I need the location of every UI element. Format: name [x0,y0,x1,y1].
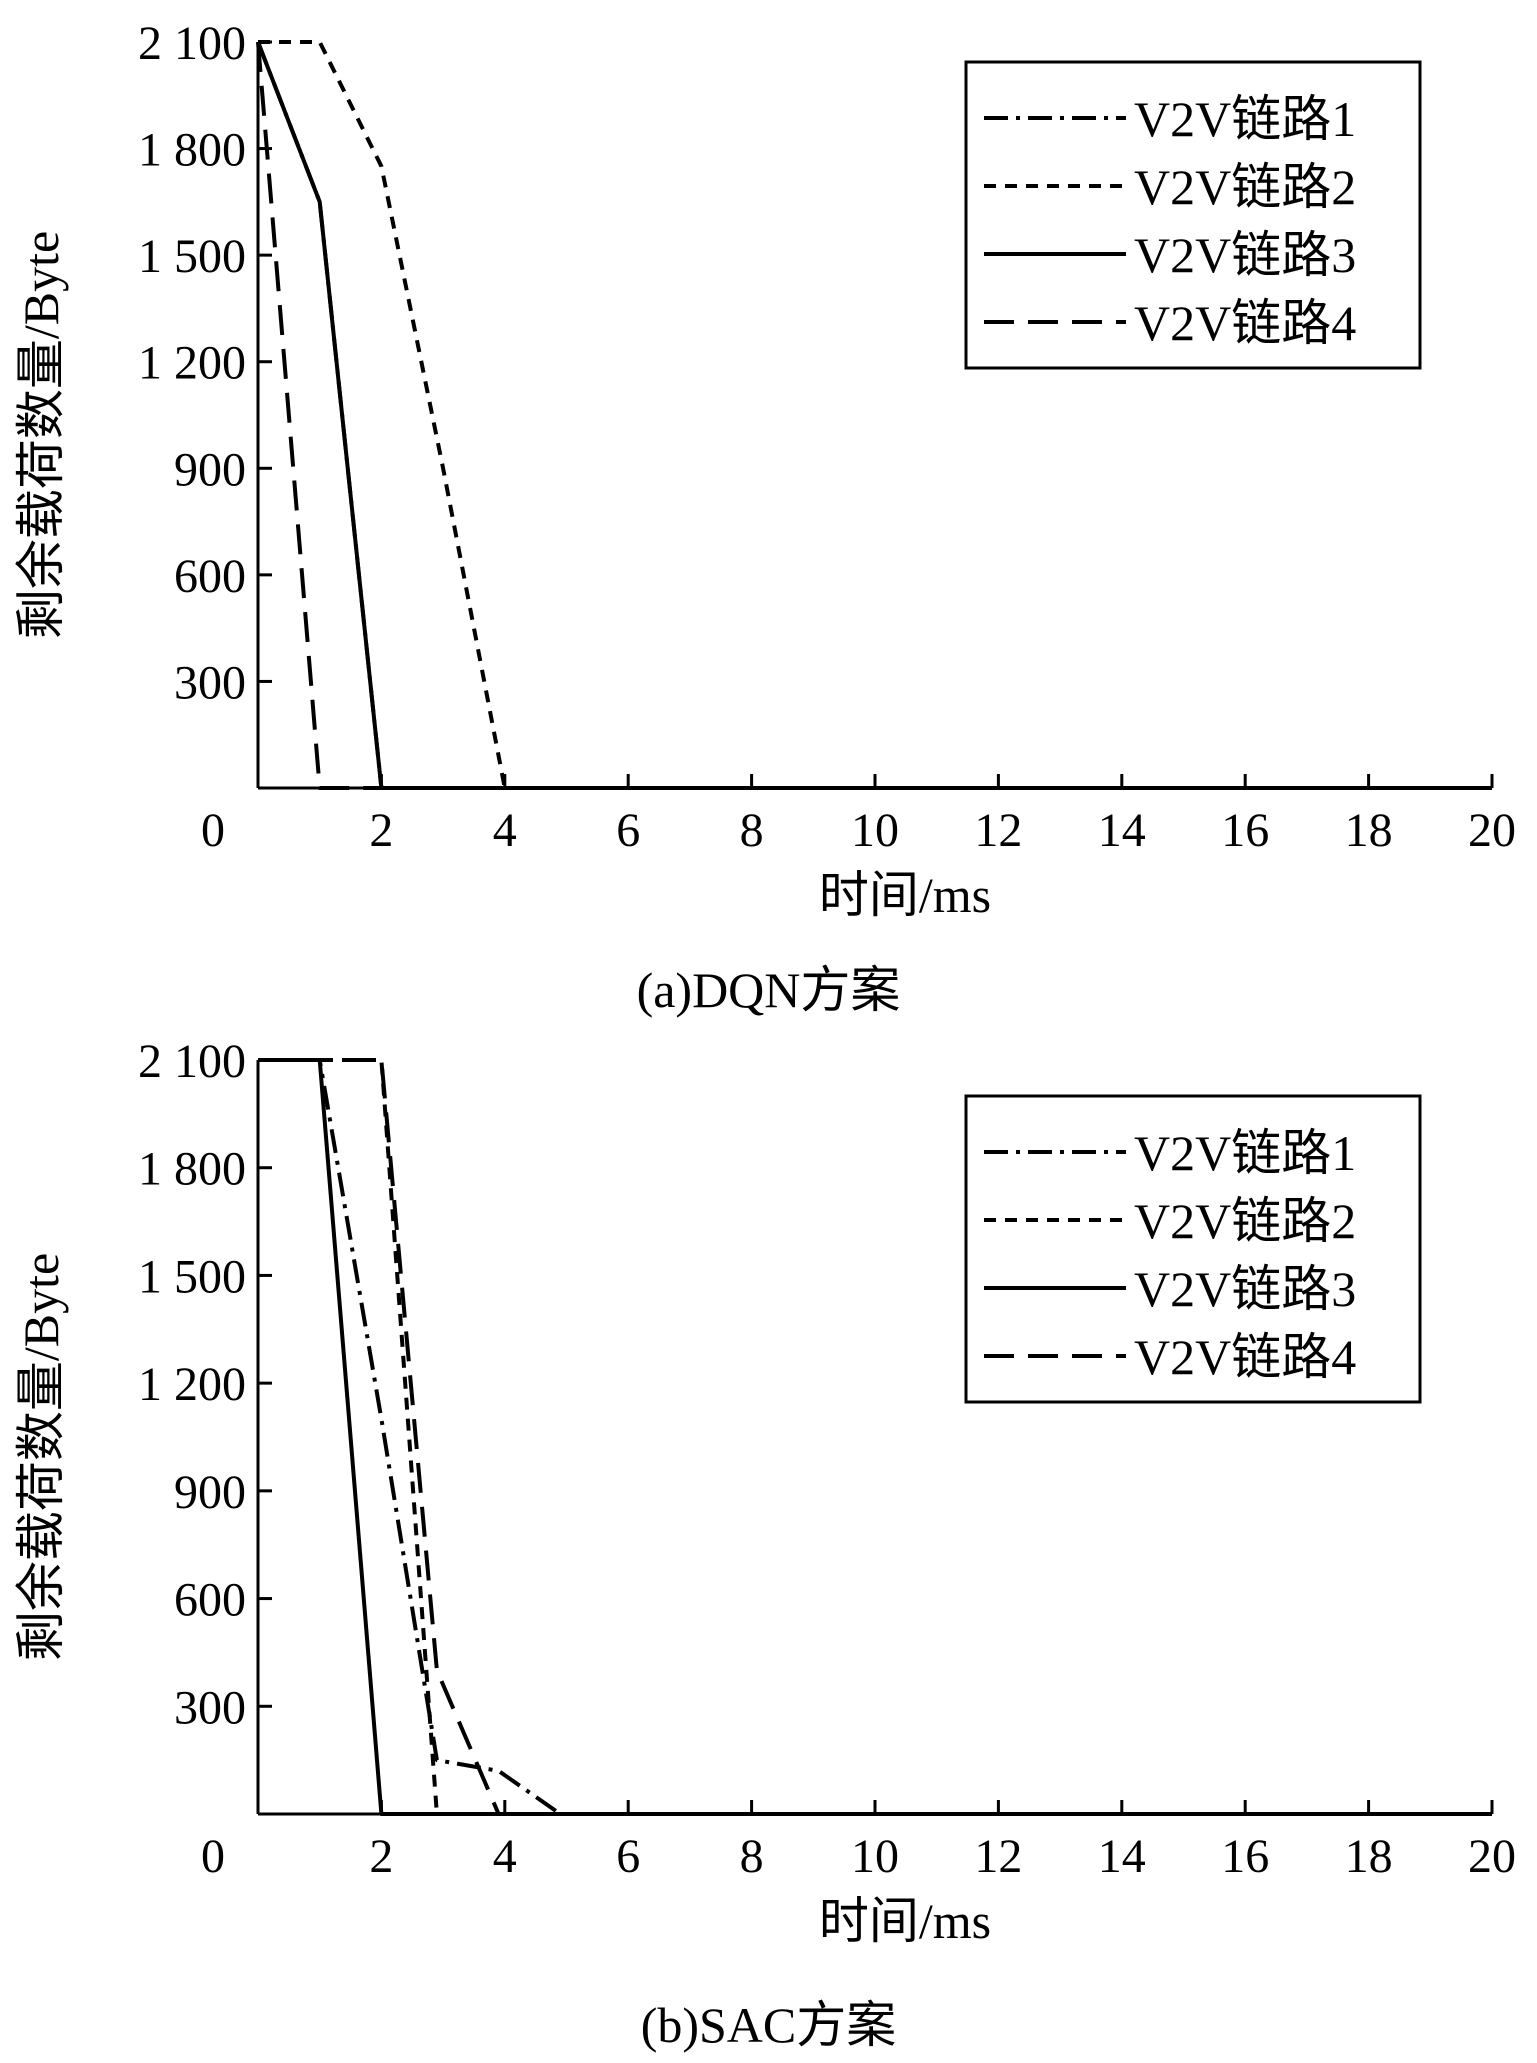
chart-b-x-tick-label: 12 [974,1830,1022,1883]
chart-b-x-tick-label: 6 [616,1830,640,1883]
chart-a-x-tick-label: 12 [974,804,1022,857]
chart-a-legend-label-4: V2V链路4 [1134,295,1356,351]
chart-a-x-tick-label: 18 [1345,804,1393,857]
chart-b-x-tick-label: 4 [493,1830,517,1883]
chart-b-y-tick-label: 300 [174,1681,246,1734]
chart-b-y-tick-label: 1 500 [138,1250,246,1303]
chart-a-x-tick-label: 8 [740,804,764,857]
chart-b-x-tick-label: 14 [1098,1830,1146,1883]
chart-b-y-tick-label: 1 200 [138,1358,246,1411]
chart-a-x-tick-label: 2 [369,804,393,857]
chart-a-y-tick-label: 1 800 [138,124,246,177]
chart-a-legend-label-1: V2V链路1 [1134,91,1356,147]
chart-a-y-tick-label: 1 200 [138,337,246,390]
chart-b-x-tick-label: 0 [201,1830,225,1883]
chart-a-y-tick-label: 900 [174,443,246,496]
chart-a-x-tick-label: 6 [616,804,640,857]
chart-b-y-tick-label: 900 [174,1466,246,1519]
chart-b-legend-label-1: V2V链路1 [1134,1125,1356,1181]
chart-a-y-axis-label: 剩余载荷数量/Byte [13,231,69,639]
chart-a-svg: 300 600 900 1 200 1 500 1 800 2 100 0 2 4 6 8 10 12 14… [13,17,1516,923]
chart-b-x-tick-label: 8 [740,1830,764,1883]
chart-a-y-tick-label: 1 500 [138,230,246,283]
chart-b-legend-box [964,1094,1422,1404]
chart-b-y-tick-label: 600 [174,1574,246,1627]
chart-b-legend-label-2: V2V链路2 [1134,1193,1356,1249]
chart-b-y-tick-label: 1 800 [138,1143,246,1196]
chart-a-x-tick-label: 16 [1221,804,1269,857]
chart-b-x-tick-label: 20 [1468,1830,1516,1883]
chart-a-legend-label-3: V2V链路3 [1134,227,1356,283]
chart-b-legend-label-3: V2V链路3 [1134,1261,1356,1317]
chart-b-legend-label-4: V2V链路4 [1134,1329,1356,1385]
chart-a-x-tick-label: 4 [493,804,517,857]
chart-a-series-line-4 [256,41,1492,790]
chart-a-x-axis-label: 时间/ms [819,867,991,923]
chart-b-svg: 300 600 900 1 200 1 500 1 800 2 100 0 2 4 6 8 10 12 14… [13,1035,1516,1949]
chart-a-legend-label-2: V2V链路2 [1134,159,1356,215]
chart-a-x-tick-label: 14 [1098,804,1146,857]
chart-a-legend-box [964,60,1422,370]
chart-panel-a: 300 600 900 1 200 1 500 1 800 2 100 0 2 4 6 8 10 12 14… [0,0,1537,1030]
chart-a-y-tick-label: 300 [174,656,246,709]
chart-b-y-tick-label: 2 100 [138,1035,246,1088]
chart-b-x-tick-label: 2 [369,1830,393,1883]
chart-a-caption: (a)DQN方案 [636,962,901,1018]
chart-b-x-tick-label: 18 [1345,1830,1393,1883]
chart-a-y-tick-label: 600 [174,550,246,603]
chart-a-x-tick-label: 10 [851,804,899,857]
chart-a-y-tick-label: 2 100 [138,17,246,70]
chart-b-x-axis-label: 时间/ms [819,1893,991,1949]
chart-b-x-tick-label: 16 [1221,1830,1269,1883]
chart-b-x-tick-label: 10 [851,1830,899,1883]
chart-b-caption: (b)SAC方案 [640,1997,897,2053]
chart-b-y-axis-label: 剩余载荷数量/Byte [13,1253,69,1661]
chart-a-x-tick-label: 0 [201,804,225,857]
chart-panel-b: 300 600 900 1 200 1 500 1 800 2 100 0 2 4 6 8 10 12 14… [0,1030,1537,2063]
chart-a-x-tick-label: 20 [1468,804,1516,857]
